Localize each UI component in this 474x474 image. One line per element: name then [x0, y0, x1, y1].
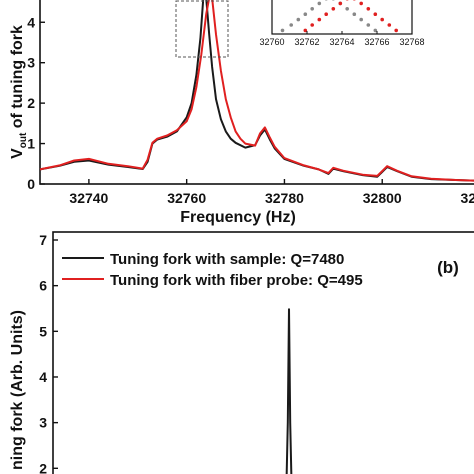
panel-a-x-tick-label: 32760: [167, 190, 206, 206]
panel-b-y-tick-label: 2: [39, 460, 47, 474]
inset-point-1: [373, 12, 378, 16]
panel-a-y-axis-label: Vout of tuning fork: [9, 25, 29, 159]
y-label-v: V: [9, 148, 26, 159]
panel-b-y-ticks: 2 3 4 5 6 7: [39, 232, 58, 474]
inset-point-0: [359, 17, 364, 22]
inset-point-0: [373, 28, 378, 33]
inset-x-tick-label: 32766: [364, 37, 389, 47]
panel-b-y-tick-label: 7: [39, 232, 47, 248]
inset-point-0: [366, 23, 371, 27]
panel-a-x-tick-label: 32820: [461, 190, 474, 206]
inset-point-0: [303, 12, 308, 16]
panel-b-y-axis-label: ning fork (Arb. Units): [9, 310, 26, 470]
inset-point-1: [387, 23, 392, 27]
inset-point-1: [331, 7, 336, 11]
inset-point-1: [394, 28, 399, 33]
inset-point-0: [345, 7, 350, 11]
panel-b-series: [285, 308, 293, 474]
inset-point-1: [353, 0, 356, 1]
inset-point-1: [338, 1, 343, 6]
panel-b-series-line-0: [285, 308, 293, 474]
inset-point-0: [310, 7, 315, 11]
panel-b-label: (b): [437, 258, 459, 277]
inset-point-0: [280, 28, 285, 33]
panel-a-series-line-1: [39, 0, 474, 182]
inset-point-1: [359, 1, 364, 6]
legend-label-sample: Tuning fork with sample: Q=7480: [110, 251, 344, 268]
y-label-rest: of tuning fork: [9, 25, 26, 133]
panel-b-frame: [52, 231, 474, 474]
panel-b-y-tick-label: 5: [39, 323, 47, 339]
inset-point-1: [380, 17, 385, 22]
inset-point-1: [366, 7, 371, 11]
inset-x-tick-label: 32764: [329, 37, 354, 47]
inset-x-ticks: 32760 32762 32764 32766 32768: [259, 31, 425, 47]
panel-a-y-tick-label: 4: [27, 14, 35, 30]
inset-x-tick-label: 32760: [259, 37, 284, 47]
inset-point-0: [324, 0, 328, 1]
panel-a-series: [39, 0, 474, 182]
inset-point-1: [317, 17, 322, 22]
panel-a-y-tick-label: 0: [27, 176, 35, 192]
inset-point-0: [296, 17, 301, 22]
inset-point-1: [345, 0, 349, 1]
panel-a-x-axis-label: Frequency (Hz): [180, 209, 296, 226]
panel-a-y-tick-label: 2: [27, 95, 35, 111]
panel-b-y-tick-label: 4: [39, 369, 47, 385]
inset: 32760 32762 32764 32766 32768: [259, 0, 425, 47]
inset-point-0: [332, 0, 335, 1]
legend-label-fiber: Tuning fork with fiber probe: Q=495: [110, 272, 363, 289]
inset-point-0: [289, 23, 294, 27]
inset-x-tick-label: 32768: [399, 37, 424, 47]
panel-b-y-tick-label: 3: [39, 415, 47, 431]
panel-a-x-ticks: 32740 32760 32780 32800 32820: [69, 179, 474, 206]
inset-point-1: [324, 12, 329, 16]
inset-point-1: [310, 23, 315, 27]
panel-a-x-tick-label: 32740: [69, 190, 108, 206]
panel-b: 2 3 4 5 6 7 Tuning fork with sample: Q=7480 T…: [9, 231, 474, 474]
inset-frame: [271, 0, 413, 35]
inset-point-0: [352, 12, 357, 16]
svg-text:Vout of tuning fork: Vout of tuning fork: [9, 25, 29, 159]
panel-a-x-tick-label: 32780: [265, 190, 304, 206]
inset-x-tick-label: 32762: [294, 37, 319, 47]
legend: Tuning fork with sample: Q=7480 Tuning f…: [62, 251, 363, 289]
zoom-region-box: [175, 0, 229, 58]
y-label-out: out: [18, 132, 29, 148]
panel-a-x-tick-label: 32800: [363, 190, 402, 206]
panel-a-frame: [39, 0, 474, 185]
inset-point-1: [303, 28, 308, 33]
panel-a-y-tick-label: 1: [27, 136, 35, 152]
panel-a-y-tick-label: 3: [27, 55, 35, 71]
panel-b-y-tick-label: 6: [39, 278, 47, 294]
panel-a-y-ticks: 0 1 2 3 4: [27, 14, 45, 192]
panel-b-y-axis-label-text: ning fork (Arb. Units): [9, 310, 26, 470]
inset-point-0: [317, 1, 322, 6]
inset-series: [280, 0, 399, 33]
